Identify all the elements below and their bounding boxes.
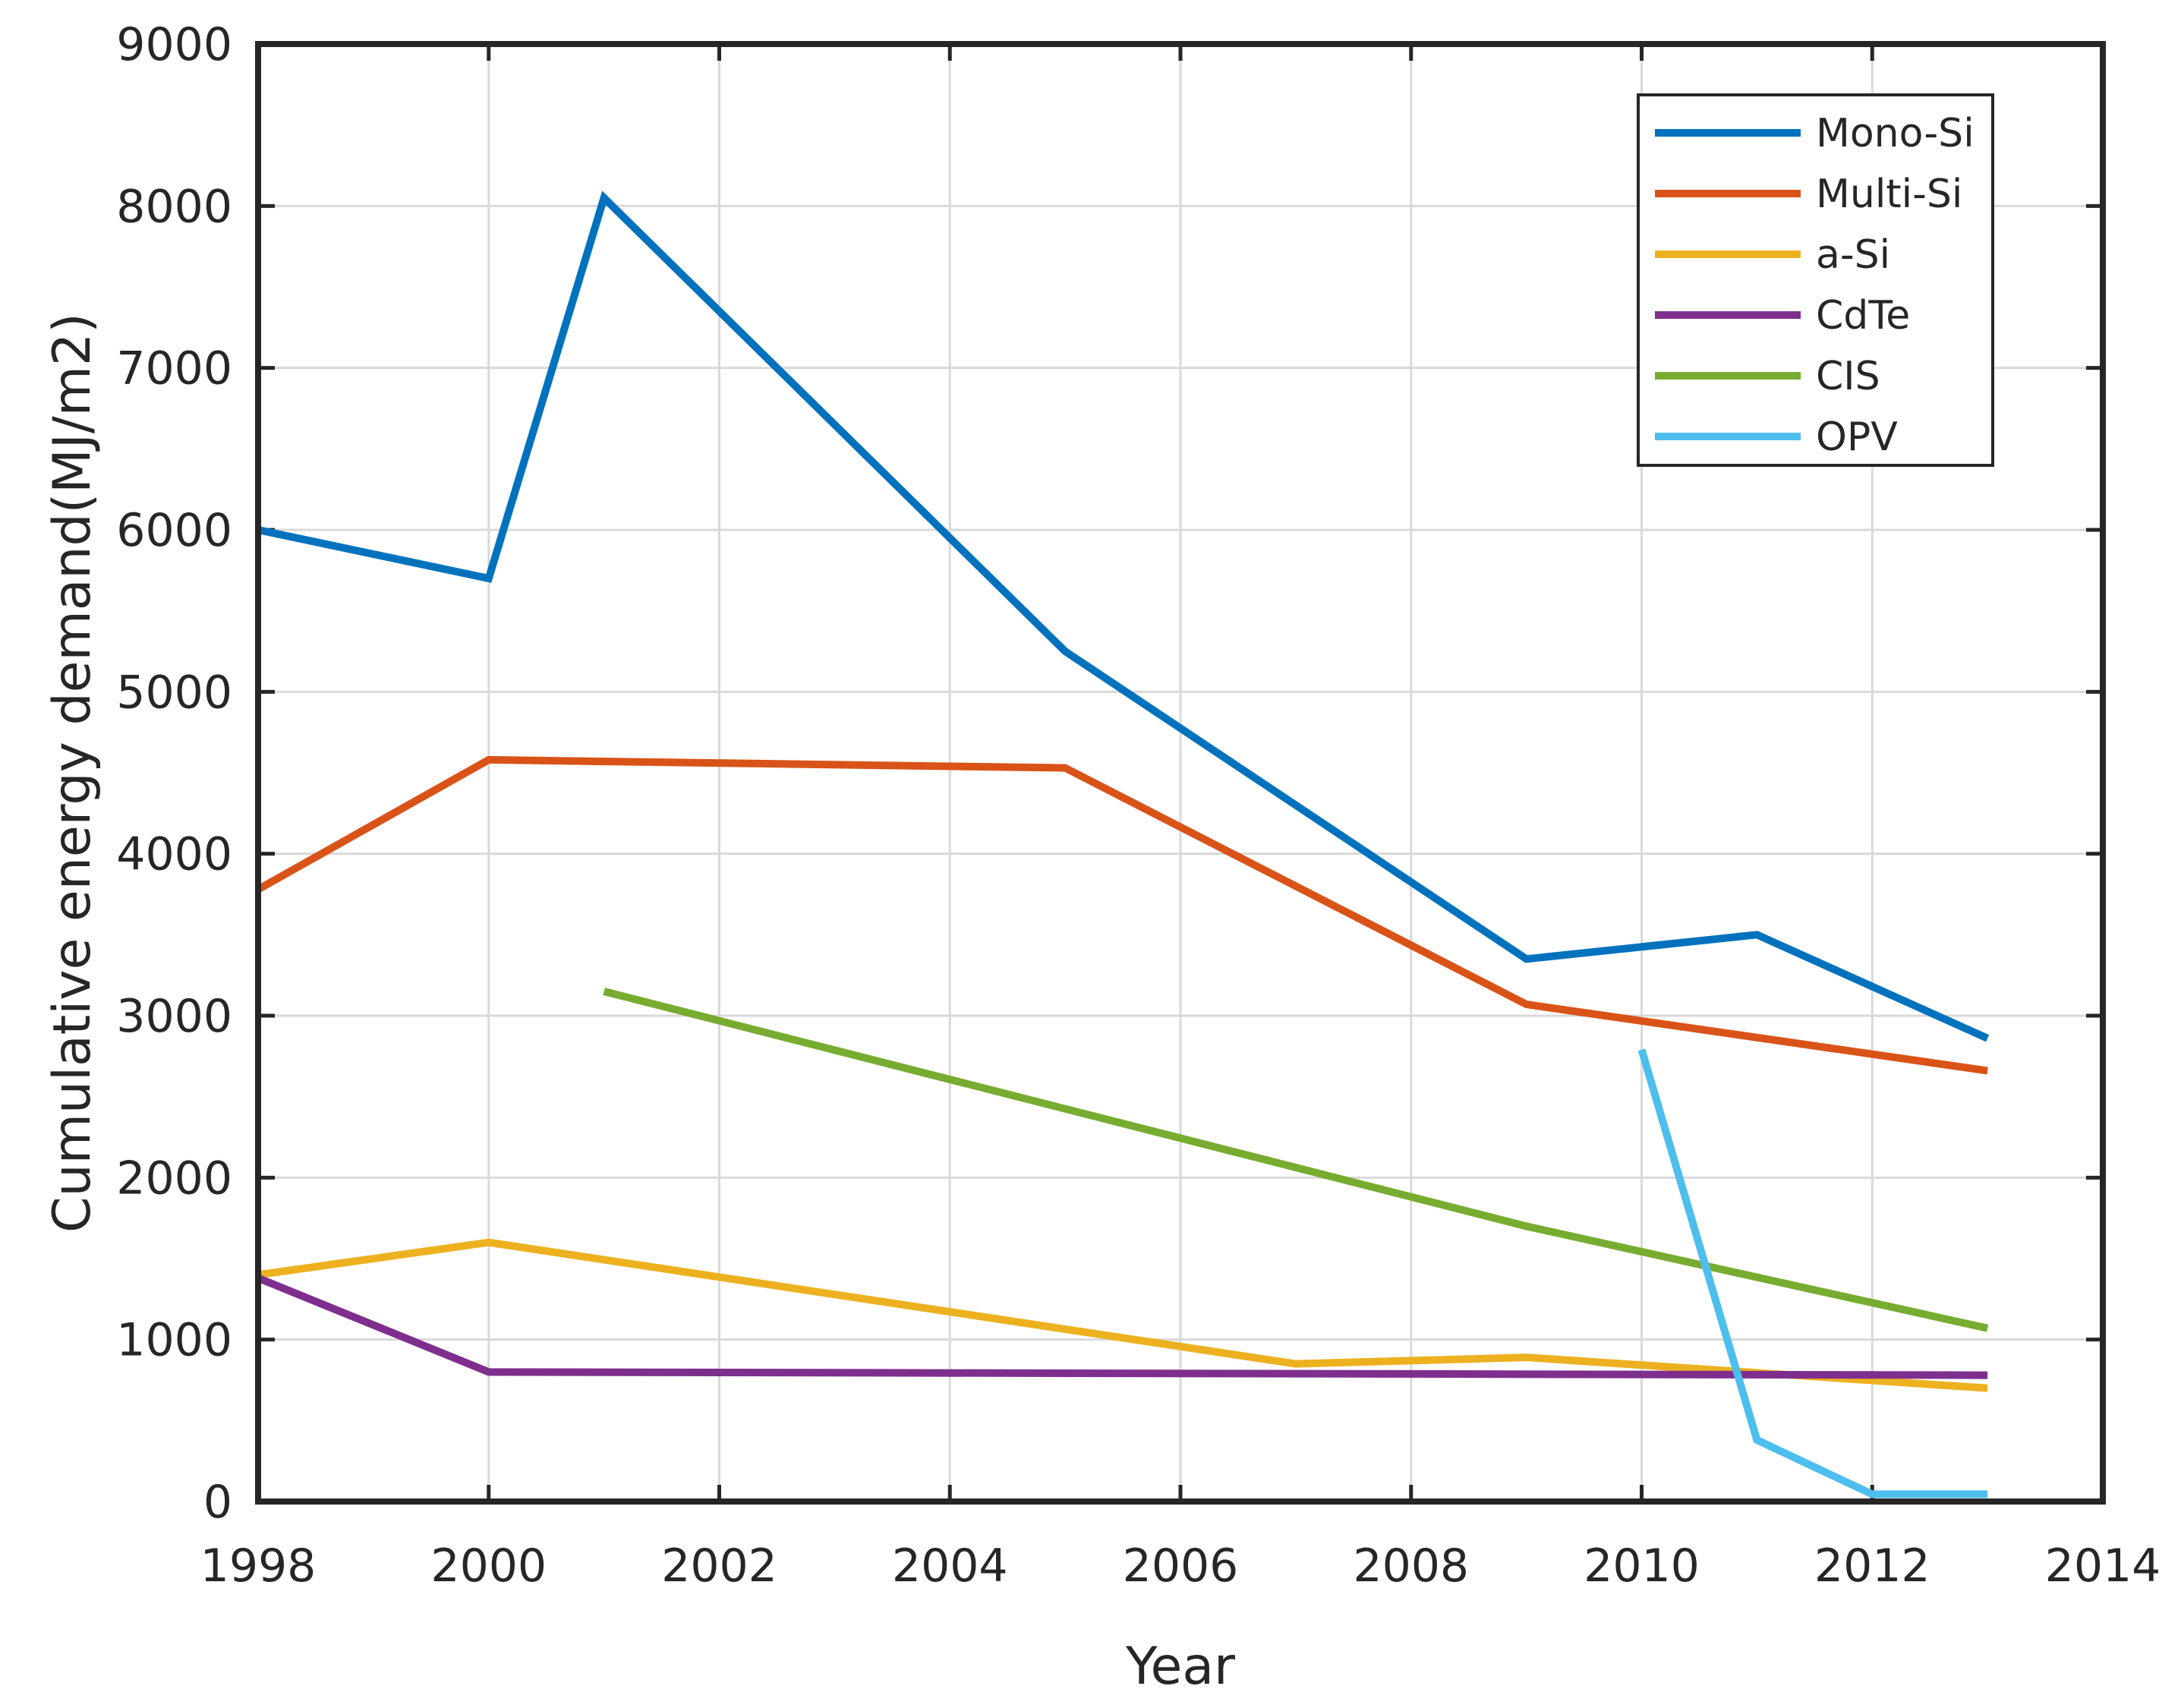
y-axis-title: Cumulative energy demand(MJ/m2) bbox=[43, 313, 102, 1233]
y-tick-label: 6000 bbox=[116, 504, 232, 557]
data-series-lines bbox=[256, 191, 1990, 1498]
axes-box bbox=[255, 41, 2106, 1505]
x-tick-label: 2004 bbox=[892, 1539, 1008, 1593]
y-tick-label: 7000 bbox=[116, 342, 232, 395]
legend: Mono-Si Multi-Si a-Si CdTe CIS OPV bbox=[1637, 93, 1994, 467]
x-tick-label: 2010 bbox=[1584, 1539, 1700, 1593]
legend-item-label: CdTe bbox=[1816, 293, 1910, 339]
legend-item-label: Mono-Si bbox=[1816, 111, 1975, 156]
series-line-cdte bbox=[257, 1274, 1988, 1379]
plot-border bbox=[255, 41, 2106, 1505]
series-line-multi-si bbox=[256, 755, 1988, 1075]
legend-item: OPV bbox=[1655, 414, 1898, 460]
x-tick-label: 2014 bbox=[2045, 1539, 2161, 1593]
y-tick-labels: 0 1000 2000 3000 4000 5000 6000 7000 8000 9000 bbox=[116, 18, 232, 1529]
series-line-cis bbox=[603, 988, 1989, 1332]
x-tick-label: 2006 bbox=[1123, 1539, 1239, 1593]
y-tick-label: 0 bbox=[203, 1476, 232, 1529]
y-tick-label: 1000 bbox=[116, 1314, 232, 1367]
legend-item: CdTe bbox=[1655, 293, 1910, 339]
x-tick-label: 2000 bbox=[430, 1539, 547, 1593]
legend-item: CIS bbox=[1655, 354, 1880, 399]
x-tick-label: 2012 bbox=[1814, 1539, 1930, 1593]
x-tick-label: 2008 bbox=[1353, 1539, 1469, 1593]
x-tick-label: 2002 bbox=[661, 1539, 777, 1593]
series-line-opv bbox=[1637, 1048, 1988, 1498]
x-axis-title: Year bbox=[1125, 1637, 1235, 1697]
legend-item: Mono-Si bbox=[1655, 111, 1975, 156]
legend-box bbox=[1637, 93, 1994, 467]
y-tick-label: 4000 bbox=[116, 828, 232, 881]
legend-item: Multi-Si bbox=[1655, 172, 1962, 217]
y-tick-label: 5000 bbox=[116, 666, 232, 719]
legend-item-label: CIS bbox=[1816, 354, 1880, 399]
legend-item-label: a-Si bbox=[1816, 232, 1890, 278]
y-tick-label: 9000 bbox=[116, 18, 232, 71]
y-tick-label: 2000 bbox=[116, 1152, 232, 1205]
y-tick-label: 8000 bbox=[116, 180, 232, 233]
series-line-a-si bbox=[257, 1238, 1988, 1392]
series-line-mono-si bbox=[257, 191, 1990, 1042]
legend-item-label: OPV bbox=[1816, 414, 1898, 460]
y-tick-label: 3000 bbox=[116, 990, 232, 1043]
legend-item-label: Multi-Si bbox=[1816, 172, 1962, 217]
legend-item: a-Si bbox=[1655, 232, 1890, 278]
x-tick-label: 1998 bbox=[200, 1539, 317, 1593]
x-tick-labels: 1998 2000 2002 2004 2006 2008 2010 2012 2014 bbox=[200, 1539, 2161, 1593]
axis-ticks bbox=[256, 42, 2105, 1504]
